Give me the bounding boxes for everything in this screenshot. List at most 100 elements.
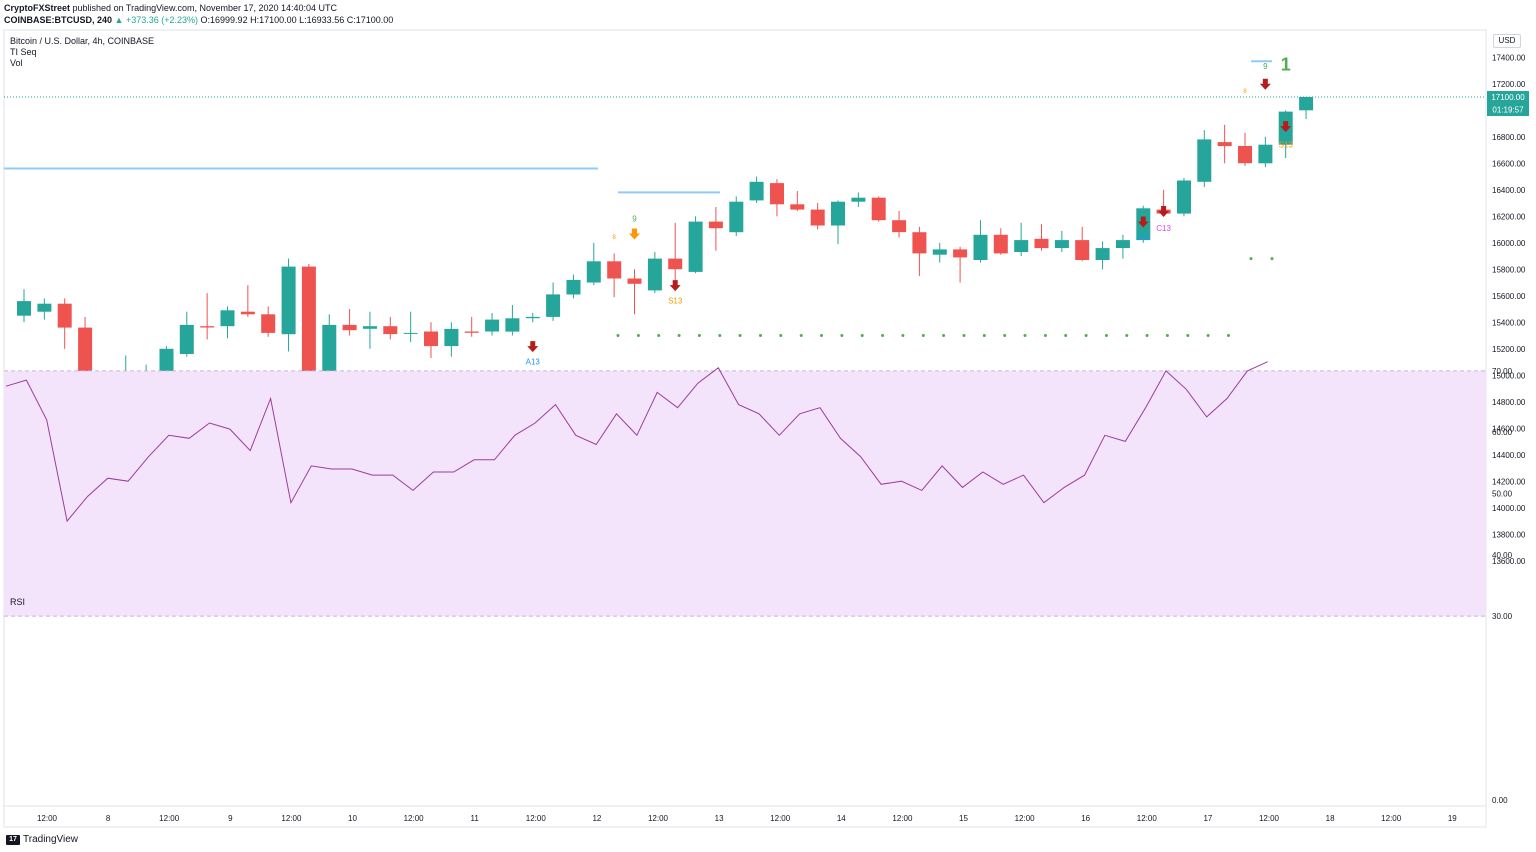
candle-body bbox=[1075, 240, 1090, 260]
candle-body bbox=[1014, 240, 1029, 252]
candle-body bbox=[688, 221, 703, 272]
sequential-arrow bbox=[629, 228, 640, 240]
rsi-tick-label: 60.00 bbox=[1492, 428, 1513, 437]
time-tick-label: 12:00 bbox=[37, 814, 58, 823]
sequential-arrow bbox=[1259, 78, 1271, 90]
candle-body bbox=[810, 209, 825, 226]
legend-indicator-tiseq[interactable]: TI Seq bbox=[10, 47, 37, 57]
rsi-tick-label: 0.00 bbox=[1492, 796, 1508, 805]
support-dot bbox=[1084, 334, 1088, 337]
high-label: H:17100.00 bbox=[250, 15, 297, 25]
support-dot bbox=[1043, 334, 1047, 337]
time-tick-label: 9 bbox=[228, 814, 233, 823]
support-dot bbox=[1206, 334, 1210, 337]
candle-body bbox=[1115, 240, 1130, 248]
candle-body bbox=[668, 258, 683, 270]
candle-body bbox=[403, 332, 418, 334]
time-tick-label: 12:00 bbox=[648, 814, 669, 823]
price-tick-label: 16000.00 bbox=[1492, 239, 1526, 248]
time-tick-label: 12:00 bbox=[281, 814, 302, 823]
time-tick-label: 8 bbox=[106, 814, 111, 823]
chart-legend: Bitcoin / U.S. Dollar, 4h, COINBASE TI S… bbox=[10, 36, 154, 69]
price-tick-label: 16600.00 bbox=[1492, 159, 1526, 168]
time-tick-label: 16 bbox=[1081, 814, 1090, 823]
rsi-band bbox=[4, 370, 1486, 617]
candle-body bbox=[363, 326, 377, 329]
time-tick-label: 12:00 bbox=[404, 814, 425, 823]
candle-body bbox=[770, 183, 784, 205]
support-dot bbox=[860, 334, 864, 337]
time-tick-label: 13 bbox=[715, 814, 724, 823]
support-dot bbox=[1125, 334, 1129, 337]
candle-body bbox=[322, 324, 337, 373]
candle-body bbox=[220, 310, 235, 327]
rsi-legend[interactable]: RSI bbox=[10, 597, 26, 607]
support-dot bbox=[799, 334, 803, 337]
candle-body bbox=[708, 221, 723, 229]
candle-body bbox=[1217, 142, 1232, 147]
candle-body bbox=[200, 326, 215, 328]
last-price-value: 17100.00 bbox=[1491, 93, 1525, 102]
change-label: ▲ +373.36 (+2.23%) bbox=[114, 15, 199, 25]
sequential-arrow bbox=[1280, 121, 1292, 133]
support-dot bbox=[1023, 334, 1027, 337]
close-label: C:17100.00 bbox=[346, 15, 394, 25]
price-tick-label: 16200.00 bbox=[1492, 212, 1526, 221]
support-dot bbox=[738, 334, 742, 337]
support-dot bbox=[901, 334, 905, 337]
candle-body bbox=[566, 279, 581, 295]
publisher-name[interactable]: CryptoFXStreet bbox=[4, 3, 71, 13]
sequential-label: 9 bbox=[1263, 62, 1268, 71]
published-text: published on TradingView.com, November 1… bbox=[72, 3, 338, 13]
sequential-arrow bbox=[669, 280, 681, 292]
time-tick-label: 12 bbox=[592, 814, 601, 823]
time-tick-label: 12:00 bbox=[1137, 814, 1158, 823]
candle-body bbox=[627, 278, 642, 284]
sequential-arrow bbox=[1137, 216, 1149, 228]
price-tick-label: 15800.00 bbox=[1492, 265, 1526, 274]
candle-body bbox=[993, 234, 1008, 254]
candle-body bbox=[871, 197, 886, 221]
support-dot bbox=[657, 334, 661, 337]
price-tick-label: 14600.00 bbox=[1492, 424, 1526, 433]
open-label: O:16999.92 bbox=[200, 15, 248, 25]
sequential-arrow bbox=[1158, 205, 1170, 217]
candle-body bbox=[485, 319, 500, 332]
sequential-label: S13 bbox=[668, 297, 683, 306]
rsi-line bbox=[5, 361, 1268, 523]
candle-body bbox=[953, 249, 968, 258]
rsi-tick-label: 70.00 bbox=[1492, 367, 1513, 376]
support-dot bbox=[718, 334, 722, 337]
candle-body bbox=[464, 331, 479, 333]
candle-body bbox=[973, 234, 988, 260]
candle-body bbox=[607, 261, 622, 279]
legend-indicator-vol[interactable]: Vol bbox=[10, 58, 23, 68]
candle-body bbox=[1258, 144, 1273, 164]
candle-body bbox=[342, 324, 357, 331]
candle-body bbox=[790, 204, 805, 210]
sequential-arrow bbox=[527, 341, 539, 353]
time-tick-label: 12:00 bbox=[159, 814, 180, 823]
candle-body bbox=[525, 316, 540, 319]
time-tick-label: 15 bbox=[959, 814, 968, 823]
support-dot bbox=[1270, 257, 1274, 261]
time-tick-label: 12:00 bbox=[526, 814, 547, 823]
price-tick-label: 16400.00 bbox=[1492, 186, 1526, 195]
published-line: CryptoFXStreet published on TradingView.… bbox=[4, 3, 337, 13]
support-dot bbox=[982, 334, 986, 337]
countdown-value: 01:19:57 bbox=[1492, 106, 1524, 115]
candle-body bbox=[729, 201, 744, 233]
time-tick-label: 10 bbox=[348, 814, 357, 823]
support-dot bbox=[840, 334, 844, 337]
legend-title[interactable]: Bitcoin / U.S. Dollar, 4h, COINBASE bbox=[10, 36, 155, 46]
support-dot bbox=[1227, 334, 1230, 337]
support-dot bbox=[616, 334, 620, 337]
support-dot bbox=[881, 334, 885, 337]
price-tick-label: 13800.00 bbox=[1492, 530, 1526, 539]
sequential-label: 8 bbox=[612, 235, 616, 241]
candle-body bbox=[1238, 146, 1252, 164]
currency-badge[interactable]: USD bbox=[1493, 34, 1521, 48]
candle-body bbox=[1034, 238, 1049, 249]
candle-body bbox=[892, 220, 907, 233]
candle-body bbox=[1054, 240, 1069, 248]
